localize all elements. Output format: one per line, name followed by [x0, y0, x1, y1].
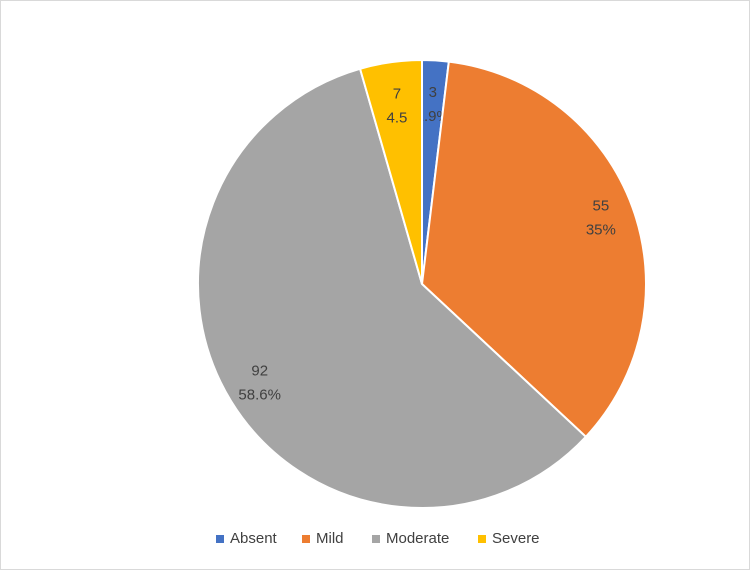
data-label-count: 92 [251, 363, 268, 380]
data-label-percent: 58.6% [238, 387, 281, 404]
data-label-count: 55 [593, 198, 610, 215]
legend-label: Moderate [386, 530, 449, 547]
legend-swatch [302, 535, 310, 543]
legend-swatch [216, 535, 224, 543]
pie-slice [358, 58, 423, 285]
data-label-percent: 35% [586, 222, 616, 239]
legend-label: Mild [316, 530, 344, 547]
legend-label: Absent [230, 530, 278, 547]
data-label-count: 3 [429, 84, 437, 101]
legend-label: Severe [492, 530, 540, 547]
pie-slice [420, 60, 647, 439]
legend-swatch [372, 535, 380, 543]
data-label-count: 7 [393, 86, 401, 103]
legend-swatch [478, 535, 486, 543]
pie-slice [197, 67, 588, 509]
data-label-percent: 4.5 [387, 110, 408, 127]
